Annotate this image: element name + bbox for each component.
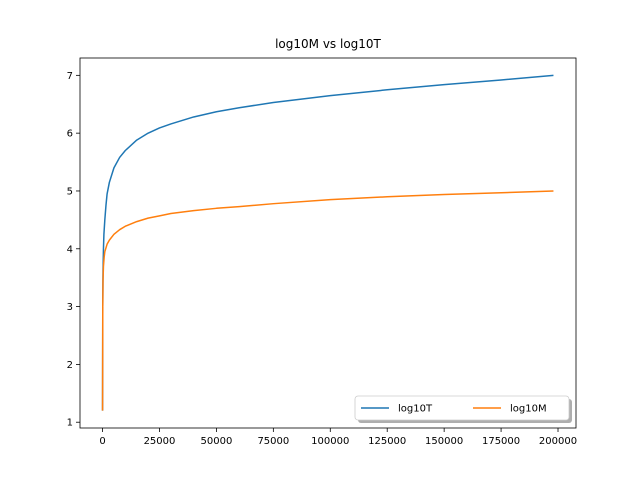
y-axis: 1 2 3 4 5 6 7 [67,71,80,429]
y-tick-label: 4 [67,244,73,255]
series-line-log10m [101,190,554,411]
x-tick-label: 150000 [425,436,463,447]
y-tick-label: 3 [67,302,73,313]
legend-box [354,395,570,421]
legend-label-log10m: log10M [510,404,547,415]
y-tick-label: 7 [67,71,73,82]
x-tick-label: 125000 [368,436,406,447]
chart-title: log10M vs log10T [275,37,381,51]
legend: log10T log10M [354,395,572,423]
y-tick-label: 2 [67,360,73,371]
x-tick-label: 200000 [539,436,577,447]
series-layer [101,74,554,411]
y-tick-label: 1 [67,418,73,429]
y-tick-label: 5 [67,186,73,197]
y-tick-label: 6 [67,129,73,140]
x-axis: 0 25000 50000 75000 100000 125000 150000 175000… [99,428,577,447]
series-line-log10t [101,74,554,411]
x-tick-label: 25000 [144,436,176,447]
x-tick-label: 50000 [201,436,233,447]
x-tick-label: 100000 [311,436,349,447]
plot-frame [79,57,577,429]
legend-label-log10t: log10T [398,404,433,415]
x-tick-label: 175000 [482,436,520,447]
x-tick-label: 75000 [257,436,289,447]
x-tick-label: 0 [99,436,105,447]
